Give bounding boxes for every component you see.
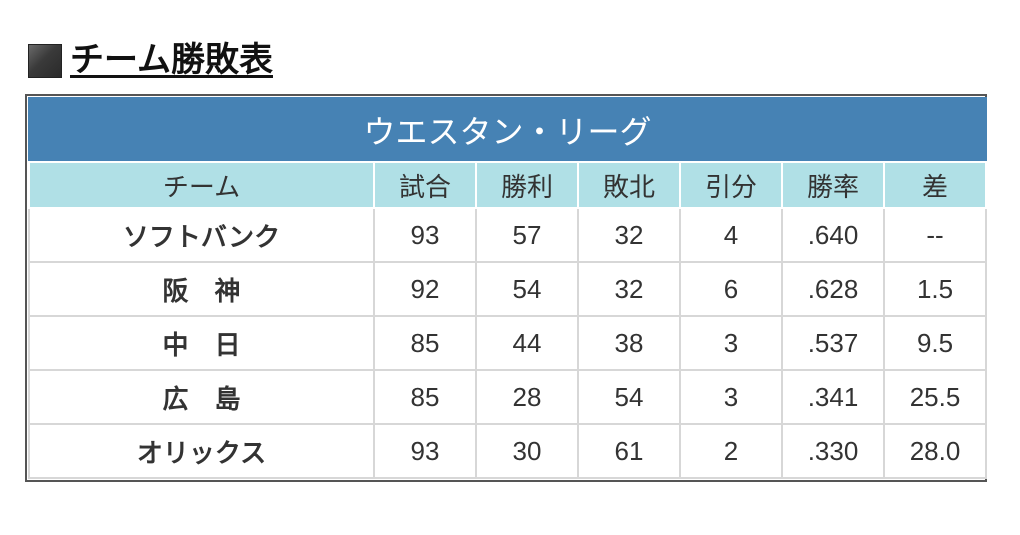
wins-cell: 28 (475, 369, 579, 425)
wins-cell: 57 (475, 207, 579, 263)
column-header-games-behind: 差 (882, 161, 988, 209)
losses-cell: 61 (577, 423, 681, 479)
games-cell: 93 (373, 207, 477, 263)
losses-cell: 32 (577, 261, 681, 317)
games-behind-cell: 28.0 (882, 423, 988, 479)
losses-cell: 54 (577, 369, 681, 425)
team-name: 中 日 (28, 315, 375, 371)
team-name: 阪 神 (28, 261, 375, 317)
win-rate-cell: .628 (781, 261, 885, 317)
column-header-team: チーム (28, 161, 375, 209)
league-title: ウエスタン・リーグ (27, 97, 988, 163)
standings-table-container: ウエスタン・リーグ チーム 試合 勝利 敗北 引分 勝率 差 ソフトバンク 93… (25, 94, 988, 482)
table-row: 阪 神 92 54 32 6 .628 1.5 (28, 261, 988, 317)
team-name: 広 島 (28, 369, 375, 425)
column-header-row: チーム 試合 勝利 敗北 引分 勝率 差 (28, 161, 988, 209)
losses-cell: 32 (577, 207, 681, 263)
wins-cell: 44 (475, 315, 579, 371)
games-behind-cell: 1.5 (882, 261, 988, 317)
table-row: 中 日 85 44 38 3 .537 9.5 (28, 315, 988, 371)
games-cell: 85 (373, 369, 477, 425)
draws-cell: 4 (679, 207, 783, 263)
team-name: ソフトバンク (28, 207, 375, 263)
win-rate-cell: .537 (781, 315, 885, 371)
draws-cell: 3 (679, 315, 783, 371)
table-row: オリックス 93 30 61 2 .330 28.0 (28, 423, 988, 479)
column-header-games: 試合 (373, 161, 477, 209)
win-rate-cell: .640 (781, 207, 885, 263)
wins-cell: 54 (475, 261, 579, 317)
losses-cell: 38 (577, 315, 681, 371)
standings-table: ウエスタン・リーグ チーム 試合 勝利 敗北 引分 勝率 差 ソフトバンク 93… (27, 97, 988, 479)
games-cell: 93 (373, 423, 477, 479)
league-caption-row: ウエスタン・リーグ (27, 97, 988, 163)
table-row: 広 島 85 28 54 3 .341 25.5 (28, 369, 988, 425)
draws-cell: 3 (679, 369, 783, 425)
games-cell: 85 (373, 315, 477, 371)
column-header-win-rate: 勝率 (781, 161, 885, 209)
win-rate-cell: .330 (781, 423, 885, 479)
draws-cell: 6 (679, 261, 783, 317)
section-heading: チーム勝敗表 (28, 28, 273, 80)
draws-cell: 2 (679, 423, 783, 479)
games-cell: 92 (373, 261, 477, 317)
column-header-wins: 勝利 (475, 161, 579, 209)
games-behind-cell: 25.5 (882, 369, 988, 425)
win-rate-cell: .341 (781, 369, 885, 425)
column-header-losses: 敗北 (577, 161, 681, 209)
dark-square-icon (28, 44, 62, 78)
games-behind-cell: 9.5 (882, 315, 988, 371)
wins-cell: 30 (475, 423, 579, 479)
column-header-draws: 引分 (679, 161, 783, 209)
table-row: ソフトバンク 93 57 32 4 .640 -- (28, 207, 988, 263)
section-title: チーム勝敗表 (70, 40, 273, 80)
games-behind-cell: -- (882, 207, 988, 263)
team-name: オリックス (28, 423, 375, 479)
